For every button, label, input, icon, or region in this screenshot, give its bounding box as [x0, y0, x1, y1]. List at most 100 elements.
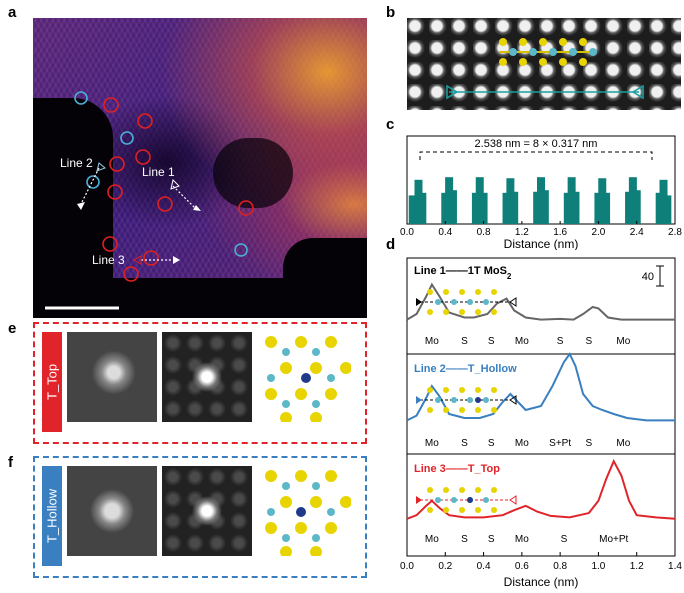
- profile-atom-label: S: [461, 438, 468, 449]
- chart-c: 0.0 0.4 0.8 1.2 1.6 2.0 2.4 2.8 2.538 nm = 8 × …: [400, 135, 682, 250]
- t-top-marker: [135, 149, 151, 165]
- panel-label-b: b: [386, 4, 396, 21]
- panel-label-e: e: [8, 320, 17, 337]
- panel-e-simulated-image: [162, 332, 252, 422]
- chart-c-bar: [571, 191, 580, 224]
- chart-c-bar: [663, 195, 672, 224]
- line-1-inset-structure: [416, 289, 517, 315]
- panel-e-box: [33, 322, 367, 444]
- panel-f-simulated-image: [162, 466, 252, 556]
- profile-line-1: [406, 282, 675, 321]
- chart-c-tick-label: 1.6: [553, 227, 567, 238]
- line-3-label: Line 3: [92, 253, 125, 267]
- line-1-path: [172, 185, 198, 211]
- panel-e-experimental-image: [67, 332, 157, 422]
- profile-atom-label: Mo+Pt: [599, 534, 628, 545]
- profile-atom-label: S: [488, 438, 495, 449]
- chart-c-tick-label: 2.4: [630, 227, 644, 238]
- chart-c-bar: [408, 195, 417, 224]
- line-2-end-arrow: [77, 202, 85, 210]
- chart-c-bar: [479, 192, 488, 224]
- profile-atom-label: S: [561, 534, 568, 545]
- chart-d-tick-label: 0.2: [438, 561, 452, 572]
- panel-label-c: c: [386, 116, 395, 133]
- chart-c-tick-label: 0.4: [438, 227, 452, 238]
- chart-d-tick-label: 0.6: [515, 561, 529, 572]
- profile-atom-label: Mo: [425, 438, 439, 449]
- profile-atom-label: Mo: [616, 438, 630, 449]
- line-1-start-arrow: [170, 179, 180, 190]
- chart-c-annotation: 2.538 nm = 8 × 0.317 nm: [475, 138, 598, 150]
- profile-end-arrow: [631, 84, 644, 100]
- chart-d-xlabel: Distance (nm): [504, 575, 579, 589]
- haadf-image: [33, 18, 367, 318]
- panel-e-structure-model: [261, 332, 351, 422]
- profile-line-3: [406, 458, 676, 520]
- profile-atom-label: S: [461, 534, 468, 545]
- t-top-marker: [109, 156, 125, 172]
- t-top-marker: [107, 184, 123, 200]
- profile-atom-label: S: [586, 438, 593, 449]
- t-hollow-marker: [120, 131, 134, 145]
- chart-d-scale-label: 40: [642, 271, 654, 283]
- t-hollow-marker: [86, 175, 100, 189]
- panel-f-structure-model: [261, 466, 351, 556]
- profile-atom-label: S: [488, 336, 495, 347]
- panel-f-experimental-image: [67, 466, 157, 556]
- chart-c-bar: [632, 190, 641, 224]
- chart-d-tick-label: 1.0: [591, 561, 605, 572]
- chart-d: Mo S S Mo S S Mo Mo S S Mo S+Pt S Mo Mo S S Mo S Mo+Pt 0.0 0…: [400, 257, 682, 589]
- t-top-marker: [123, 266, 139, 282]
- t-top-marker: [102, 236, 118, 252]
- atomic-overlay: [446, 38, 644, 100]
- chart-d-tick-label: 0.8: [553, 561, 567, 572]
- panel-e-side-label: T_Top: [42, 332, 62, 432]
- line-1-label: Line 1: [142, 165, 175, 179]
- line-2-label: Line 2: [60, 156, 93, 170]
- profile-atom-label: S+Pt: [549, 438, 571, 449]
- line-2-path: [80, 167, 100, 205]
- haadf-overlay: [45, 91, 254, 310]
- chart-c-bar: [602, 192, 611, 224]
- profile-atom-label: Mo: [616, 336, 630, 347]
- chart-d-frame: [406, 257, 676, 557]
- chart-c-xlabel: Distance (nm): [504, 237, 579, 250]
- line-2-start-arrow: [96, 162, 106, 172]
- pt-atom: [475, 397, 481, 403]
- profile-atom-label: Mo: [425, 534, 439, 545]
- profile-atom-label: Mo: [425, 336, 439, 347]
- t-hollow-marker: [234, 243, 248, 257]
- t-top-marker: [238, 200, 254, 216]
- chart-c-tick-label: 0.0: [400, 227, 414, 238]
- chart-c-bar: [418, 192, 427, 224]
- line-2-inset-structure: [416, 387, 517, 413]
- chart-c-bracket: [419, 151, 653, 160]
- line-1-title: Line 1——1T MoS2: [414, 265, 512, 281]
- profile-start-arrow: [446, 84, 459, 100]
- line-2-title: Line 2——T_Hollow: [414, 363, 517, 375]
- line-3-inset-structure: [416, 487, 517, 513]
- chart-c-tick-label: 1.2: [515, 227, 529, 238]
- pt-atom: [467, 497, 473, 503]
- profile-atom-label: Mo: [515, 534, 529, 545]
- t-top-marker: [143, 250, 159, 266]
- t-top-marker: [157, 196, 173, 212]
- panel-f-box: [33, 456, 367, 578]
- chart-d-tick-label: 1.4: [668, 561, 682, 572]
- profile-atom-label: Mo: [515, 438, 529, 449]
- chart-d-tick-label: 0.4: [477, 561, 491, 572]
- t-top-marker: [137, 113, 153, 129]
- vacuum-region-right: [283, 238, 367, 288]
- chart-c-bar: [540, 190, 549, 224]
- line-3-title: Line 3——T_Top: [414, 463, 500, 475]
- panel-label-a: a: [8, 4, 17, 21]
- chart-c-tick-label: 0.8: [477, 227, 491, 238]
- chart-c-tick-label: 2.0: [591, 227, 605, 238]
- chart-c-tick-label: 2.8: [668, 227, 682, 238]
- thin-region: [213, 138, 293, 208]
- t-hollow-marker: [74, 91, 88, 105]
- profile-atom-label: S: [488, 534, 495, 545]
- panel-label-d: d: [386, 236, 396, 253]
- profile-line-2: [406, 352, 675, 422]
- line-3-end-arrow: [173, 256, 180, 264]
